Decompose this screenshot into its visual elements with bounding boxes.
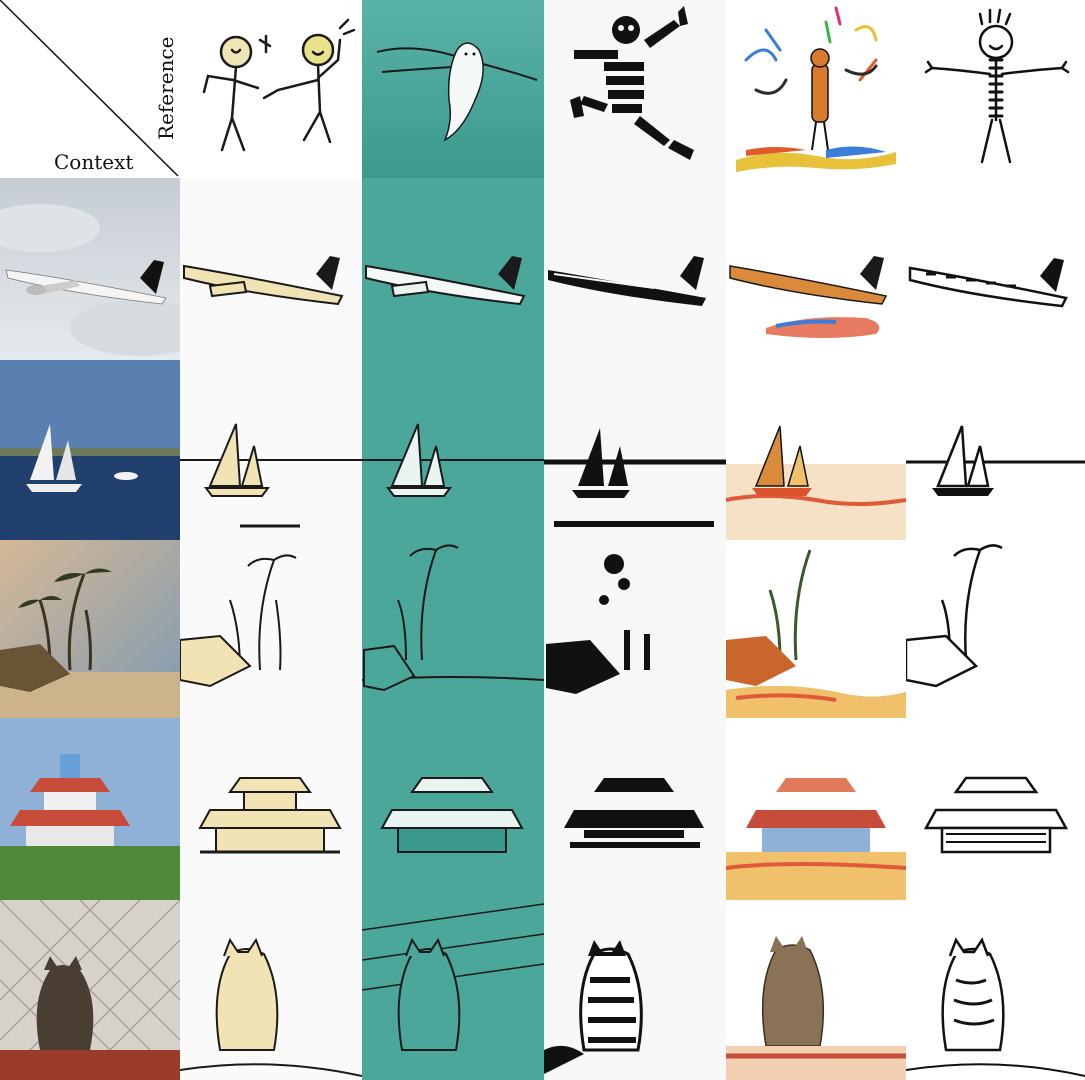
- corner-header: [0, 0, 180, 178]
- stylized-pavilion-col5: [906, 718, 1085, 900]
- stylized-airplane-col2: [362, 178, 544, 360]
- stylized-palm-beach-col5: [906, 540, 1085, 718]
- context-photo-pavilion: [0, 718, 180, 900]
- stylized-cat-col2: [362, 900, 544, 1080]
- stylized-pavilion-col4: [726, 718, 906, 900]
- stylized-pavilion-col3: [544, 718, 726, 900]
- stylized-palm-beach-col1: [180, 540, 362, 718]
- reference-image-striped-stick: [906, 0, 1085, 178]
- stylized-pavilion-col2: [362, 718, 544, 900]
- context-photo-sailboats: [0, 360, 180, 540]
- stylized-sailboats-col4: [726, 360, 906, 540]
- reference-image-black-stripes: [544, 0, 726, 178]
- reference-image-colorful-scribble: [726, 0, 906, 178]
- stylized-airplane-col1: [180, 178, 362, 360]
- stylized-palm-beach-col2: [362, 540, 544, 718]
- stylized-cat-col5: [906, 900, 1085, 1080]
- stylized-sailboats-col5: [906, 360, 1085, 540]
- stylized-pavilion-col1: [180, 718, 362, 900]
- stylized-cat-col1: [180, 900, 362, 1080]
- reference-label: Reference: [154, 36, 178, 140]
- stylized-palm-beach-col4: [726, 540, 906, 718]
- context-photo-airplane: [0, 178, 180, 360]
- diagonal-divider: [0, 0, 179, 177]
- reference-image-teal-ghost: [362, 0, 544, 178]
- context-label: Context: [54, 150, 134, 174]
- reference-image-stick-friends: [180, 0, 362, 178]
- stylized-cat-col3: [544, 900, 726, 1080]
- stylized-palm-beach-col3: [544, 540, 726, 718]
- stylized-airplane-col3: [544, 178, 726, 360]
- stylized-sailboats-col3: [544, 360, 726, 540]
- stylized-sailboats-col2: [362, 360, 544, 540]
- stylized-airplane-col4: [726, 178, 906, 360]
- stylized-cat-col4: [726, 900, 906, 1080]
- context-photo-cat: [0, 900, 180, 1080]
- context-photo-palm-beach: [0, 540, 180, 718]
- stylized-sailboats-col1: [180, 360, 362, 540]
- stylized-airplane-col5: [906, 178, 1085, 360]
